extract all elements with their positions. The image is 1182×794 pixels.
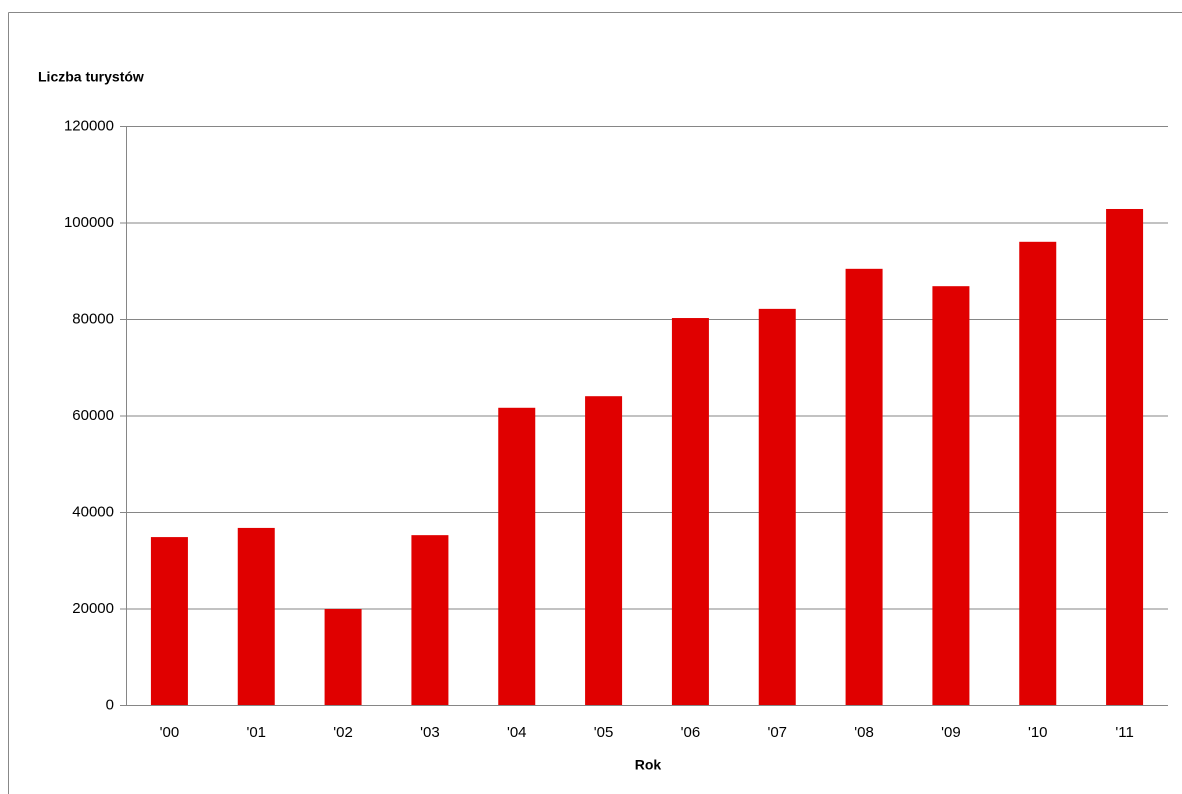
y-tick-label: 0 bbox=[106, 696, 114, 713]
y-axis-title: Liczba turystów bbox=[38, 69, 144, 85]
x-tick-label: '04 bbox=[507, 724, 527, 741]
x-tick-label: '05 bbox=[594, 724, 614, 741]
bar bbox=[1106, 208, 1144, 706]
x-tick-label: '09 bbox=[941, 724, 961, 741]
bar bbox=[845, 268, 883, 705]
bar bbox=[585, 396, 623, 705]
x-tick-label: '07 bbox=[767, 724, 787, 741]
bar bbox=[498, 407, 536, 705]
bar bbox=[1019, 241, 1057, 706]
bar bbox=[932, 286, 970, 705]
bar bbox=[411, 535, 449, 705]
x-tick-label: '11 bbox=[1115, 724, 1133, 741]
y-tick-label: 40000 bbox=[72, 503, 114, 520]
y-tick-label: 80000 bbox=[72, 310, 114, 327]
bar bbox=[758, 308, 796, 705]
x-tick-label: '08 bbox=[854, 724, 874, 741]
x-tick-label: '06 bbox=[681, 724, 701, 741]
y-tick-label: 20000 bbox=[72, 600, 114, 617]
bar bbox=[150, 537, 188, 705]
x-tick-label: '01 bbox=[246, 724, 266, 741]
bar bbox=[237, 527, 275, 705]
y-tick-label: 60000 bbox=[72, 407, 114, 424]
x-tick-label: '00 bbox=[160, 724, 180, 741]
bar bbox=[324, 608, 362, 705]
bar bbox=[671, 318, 709, 705]
y-tick-label: 120000 bbox=[64, 117, 114, 134]
x-tick-label: '02 bbox=[333, 724, 353, 741]
x-tick-label: '10 bbox=[1028, 724, 1048, 741]
x-axis-title: Rok bbox=[635, 757, 662, 773]
y-tick-label: 100000 bbox=[64, 214, 114, 231]
x-tick-label: '03 bbox=[420, 724, 440, 741]
